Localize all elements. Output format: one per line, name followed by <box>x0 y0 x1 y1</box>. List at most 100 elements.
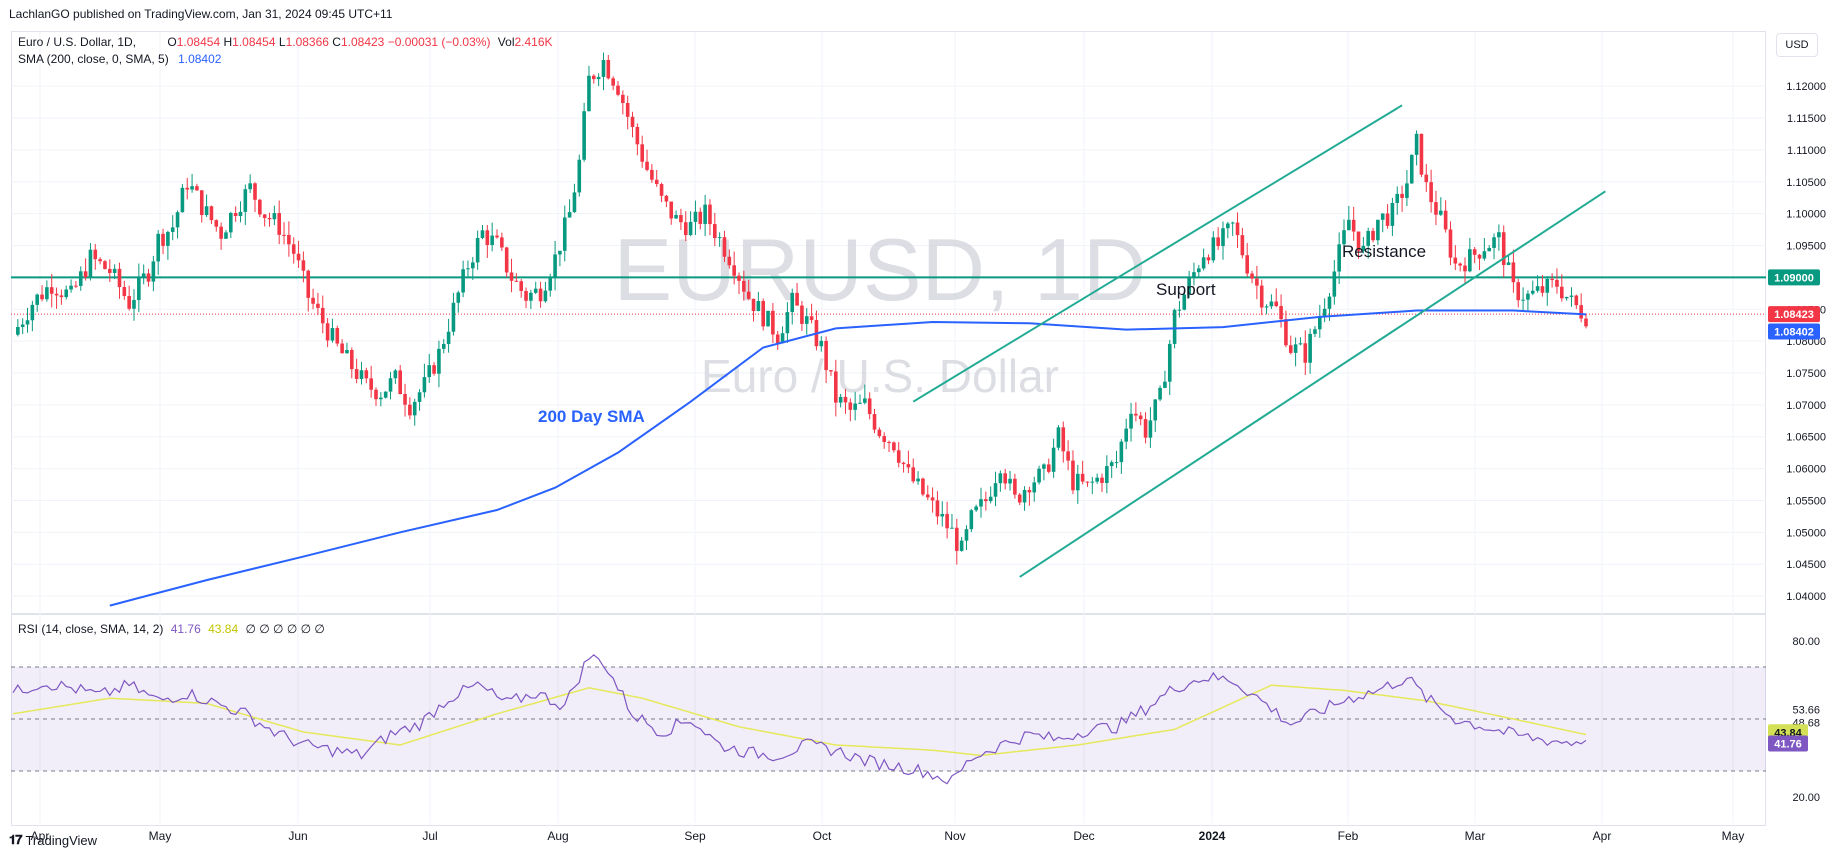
candle-body <box>1105 466 1109 483</box>
close-value: 1.08423 <box>340 35 385 49</box>
candle-body <box>117 268 122 288</box>
candle-body <box>964 529 969 541</box>
time-tick-label: Nov <box>944 829 965 843</box>
candle-body <box>906 464 911 468</box>
candle-body <box>1167 343 1172 382</box>
candle-body <box>1376 219 1380 241</box>
candle-body <box>1216 237 1220 247</box>
candle-body <box>417 392 422 402</box>
candle-body <box>940 513 945 517</box>
sma-price-badge-bg <box>1768 323 1820 340</box>
candle-body <box>427 365 432 378</box>
candle-body <box>1366 230 1370 246</box>
rsi-tick-label: 20.00 <box>1792 792 1820 804</box>
candle-body <box>403 394 407 405</box>
candle-body <box>1298 343 1303 345</box>
time-tick-label: Dec <box>1073 829 1094 843</box>
candle-body <box>664 195 669 202</box>
symbol-label: Euro / U.S. Dollar, 1D, <box>18 35 137 49</box>
candle-body <box>693 211 698 222</box>
candle-body <box>480 230 485 238</box>
candle-body <box>921 478 925 495</box>
candle-body <box>1434 202 1438 215</box>
candle-body <box>896 450 901 463</box>
candle-body <box>606 59 611 79</box>
candle-body <box>1148 420 1153 438</box>
candle-body <box>49 287 54 294</box>
candle-body <box>717 237 722 239</box>
candle-body <box>301 260 306 271</box>
candle-body <box>843 396 848 403</box>
time-tick-label: Sep <box>684 829 706 843</box>
rsi-panel[interactable] <box>11 614 1766 826</box>
candle-body <box>1158 387 1162 400</box>
candle-body <box>1134 413 1138 416</box>
candle-body <box>83 271 88 278</box>
candle-body <box>683 222 688 236</box>
candle-body <box>708 204 712 225</box>
candle-body <box>1032 482 1037 493</box>
price-tick-label: 1.06500 <box>1786 432 1826 444</box>
candle-body <box>1274 301 1279 307</box>
price-tick-label: 1.05500 <box>1786 495 1826 507</box>
candle-body <box>882 436 886 443</box>
time-tick-label: Aug <box>547 829 568 843</box>
candle-body <box>64 289 69 298</box>
candle-body <box>887 442 891 444</box>
candle-body <box>1521 299 1525 301</box>
candle-body <box>1293 344 1298 353</box>
candle-body <box>1119 441 1124 463</box>
price-panel[interactable] <box>11 31 1766 614</box>
candle-body <box>1051 447 1056 472</box>
price-tick-label: 1.05000 <box>1786 527 1826 539</box>
candle-body <box>388 378 393 392</box>
candle-body <box>819 340 824 347</box>
candle-body <box>800 305 804 324</box>
candle-body <box>853 403 857 410</box>
candle-body <box>1511 262 1516 283</box>
candle-body <box>59 295 64 298</box>
candle-body <box>74 285 78 287</box>
candle-body <box>577 159 582 193</box>
watermark-name: Euro / U.S. Dollar <box>701 350 1059 402</box>
candle-body <box>911 467 916 482</box>
candle-body <box>475 237 480 263</box>
candle-body <box>751 298 756 312</box>
candle-body <box>984 499 988 502</box>
candle-body <box>461 269 465 293</box>
candle-body <box>1497 232 1501 238</box>
candle-body <box>848 402 853 410</box>
candle-body <box>1380 213 1385 220</box>
price-tick-label: 1.04500 <box>1786 559 1826 571</box>
candle-body <box>1448 229 1453 258</box>
candle-body <box>737 275 741 281</box>
candle-body <box>1492 237 1496 248</box>
candle-body <box>296 253 301 261</box>
candle-body <box>548 278 553 291</box>
candle-body <box>1037 468 1041 483</box>
candle-body <box>277 213 281 235</box>
candle-body <box>519 281 523 291</box>
candle-body <box>383 391 388 398</box>
candle-body <box>1555 280 1559 287</box>
price-tick-label: 1.07000 <box>1786 400 1826 412</box>
candle-body <box>611 78 615 86</box>
candle-body <box>1255 278 1259 286</box>
candle-body <box>529 292 533 301</box>
candle-body <box>838 396 843 403</box>
candle-body <box>1560 286 1564 299</box>
rsi-value-badge: 41.76 <box>1774 738 1802 750</box>
high-label: H <box>223 35 233 49</box>
candle-body <box>40 294 44 300</box>
candle-body <box>156 233 160 262</box>
candle-body <box>635 126 640 145</box>
candle-body <box>262 214 267 219</box>
candle-body <box>30 304 35 321</box>
candle-body <box>466 268 470 270</box>
candle-body <box>137 276 141 301</box>
candle-body <box>54 293 59 296</box>
watermark-symbol: EURUSD, 1D <box>614 220 1147 319</box>
currency-button[interactable]: USD <box>1776 33 1818 57</box>
candle-body <box>1066 451 1070 461</box>
